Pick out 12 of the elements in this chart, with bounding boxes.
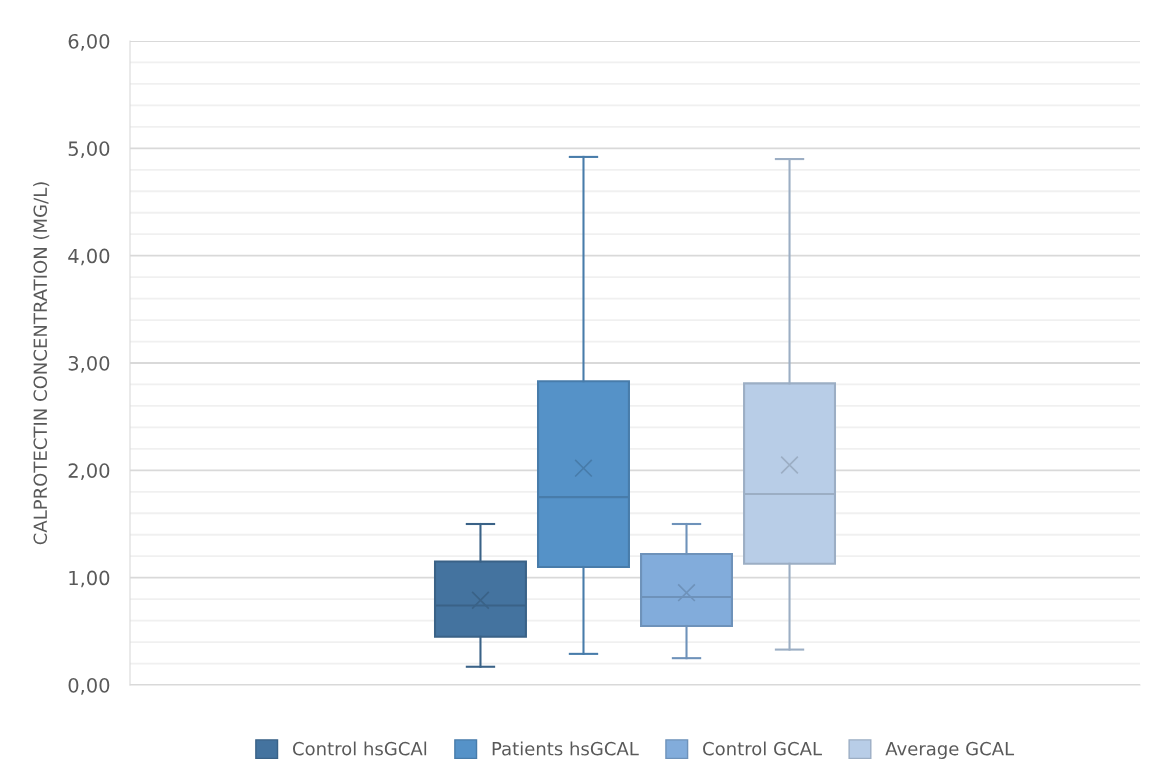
y-tick-label: 2,00	[68, 463, 110, 480]
legend-label: Average GCAL	[885, 741, 1015, 759]
legend-label: Patients hsGCAL	[492, 741, 639, 756]
y-tick-label: 0,00	[68, 677, 110, 695]
y-tick-label: 6,00	[68, 33, 110, 51]
y-tick-label: 4,00	[68, 248, 110, 266]
y-tick-label: 3,00	[68, 355, 110, 373]
y-tick-label: 5,00	[68, 141, 110, 158]
legend-label: Control GCAL	[703, 741, 822, 756]
legend-label: Control hsGCAl	[292, 741, 427, 756]
y-axis-title: CALPROTECTIN CONCENTRATION (MG/L)	[33, 182, 50, 545]
y-tick-label: 1,00	[69, 570, 110, 588]
